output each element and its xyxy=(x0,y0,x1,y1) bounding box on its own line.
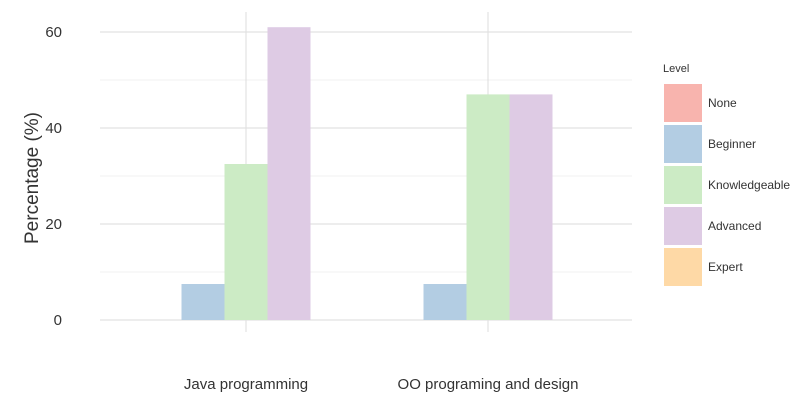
y-axis-ticks: 0 20 40 60 xyxy=(45,24,62,329)
legend-label-beginner: Beginner xyxy=(708,137,756,151)
bar-knowledgeable-2 xyxy=(466,94,510,321)
bar-advanced-1 xyxy=(267,27,311,320)
y-tick-label: 20 xyxy=(45,216,62,233)
x-tick-label: OO programing and design xyxy=(398,376,579,393)
legend-title: Level xyxy=(663,63,689,75)
x-tick-label: Java programming xyxy=(184,376,308,393)
legend-label-none: None xyxy=(708,96,737,110)
bar-beginner-1 xyxy=(181,284,225,320)
legend-label-advanced: Advanced xyxy=(708,219,761,233)
y-tick-label: 60 xyxy=(45,24,62,41)
bar-beginner-2 xyxy=(423,284,467,320)
legend: Level None Beginner Knowledgeable Advanced E… xyxy=(663,63,790,286)
legend-key-knowledgeable xyxy=(664,166,702,204)
legend-key-expert xyxy=(664,248,702,286)
y-tick-label: 40 xyxy=(45,120,62,137)
x-axis-ticks: Java programming OO programing and design xyxy=(184,376,579,393)
legend-key-beginner xyxy=(664,125,702,163)
bar-advanced-2 xyxy=(509,94,553,321)
legend-key-advanced xyxy=(664,207,702,245)
legend-label-expert: Expert xyxy=(708,260,743,274)
legend-label-knowledgeable: Knowledgeable xyxy=(708,178,790,192)
y-tick-label: 0 xyxy=(54,312,62,329)
y-axis-label: Percentage (%) xyxy=(22,112,43,244)
bar-knowledgeable-1 xyxy=(224,164,268,320)
legend-key-none xyxy=(664,84,702,122)
bars xyxy=(181,27,553,321)
